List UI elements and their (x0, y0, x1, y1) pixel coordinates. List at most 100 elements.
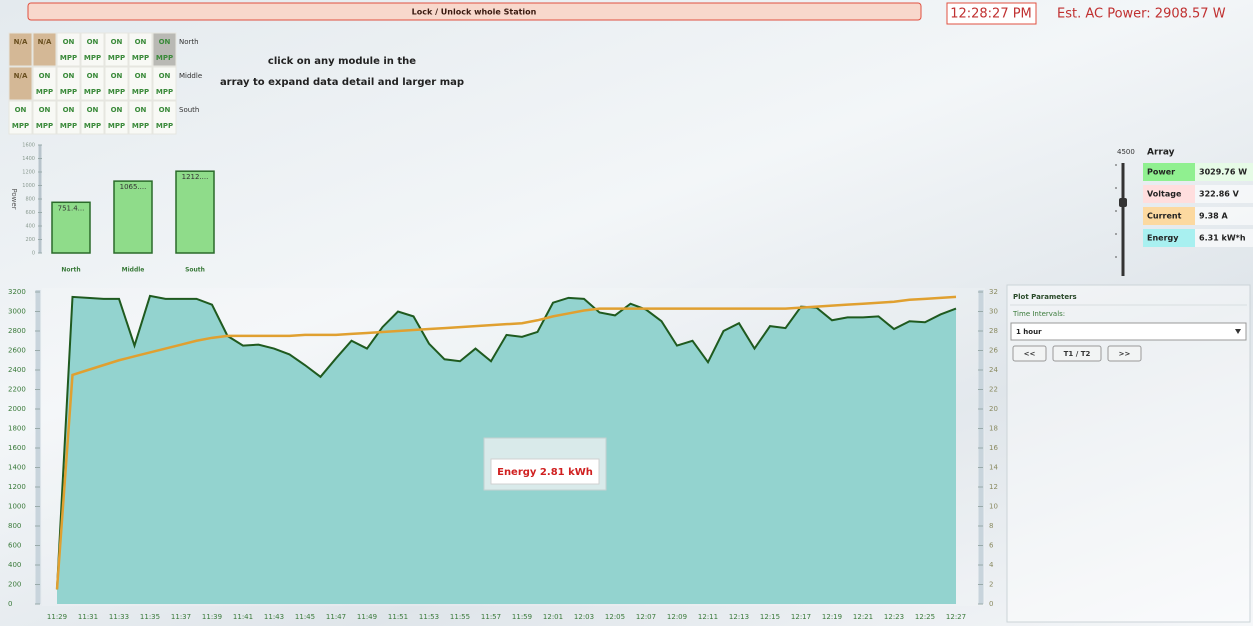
panel-title: Plot Parameters (1013, 293, 1077, 301)
y-tick-label: 400 (8, 561, 21, 569)
metric-label: Voltage (1147, 190, 1182, 199)
module-mode[interactable]: MPP (156, 122, 173, 130)
module-status[interactable]: ON (135, 106, 147, 114)
button-label[interactable]: << (1024, 350, 1036, 358)
y-tick-label: 1400 (22, 156, 35, 162)
metric-label: Current (1147, 212, 1182, 221)
y2-tick-label: 32 (989, 288, 998, 296)
x-tick-label: 11:33 (109, 613, 129, 621)
y2-tick-label: 20 (989, 405, 998, 413)
module-status[interactable]: ON (111, 72, 123, 80)
module-mode[interactable]: MPP (36, 122, 53, 130)
bar[interactable] (114, 181, 152, 253)
panel-title: Array (1147, 148, 1175, 158)
button-label[interactable]: T1 / T2 (1064, 350, 1091, 358)
module-status[interactable]: ON (15, 106, 27, 114)
metric-value: 9.38 A (1199, 212, 1229, 221)
y2-tick-label: 4 (989, 561, 994, 569)
module-mode[interactable]: MPP (108, 88, 125, 96)
bar-value-label: 751.4... (58, 204, 85, 212)
y-tick-label: 1400 (8, 464, 26, 472)
module-status[interactable]: N/A (14, 38, 28, 46)
slider-knob[interactable] (1119, 198, 1127, 207)
module-mode[interactable]: MPP (12, 122, 29, 130)
x-tick-label: 12:13 (729, 613, 749, 621)
x-tick-label: 11:59 (512, 613, 532, 621)
y-tick-label: 1200 (8, 483, 26, 491)
y-tick-label: 400 (25, 224, 35, 230)
module-status[interactable]: N/A (14, 72, 28, 80)
y2-tick-label: 24 (989, 366, 998, 374)
module-mode[interactable]: MPP (108, 122, 125, 130)
metric-value: 3029.76 W (1199, 168, 1247, 177)
x-tick-label: 11:43 (264, 613, 284, 621)
module-status[interactable]: ON (159, 106, 171, 114)
module-status[interactable]: N/A (38, 38, 52, 46)
x-tick-label: 11:55 (450, 613, 470, 621)
y2-tick-label: 8 (989, 522, 993, 530)
button-label[interactable]: >> (1119, 350, 1131, 358)
module-status[interactable]: ON (87, 106, 99, 114)
lock-button-label[interactable]: Lock / Unlock whole Station (412, 8, 537, 17)
module-status[interactable]: ON (159, 72, 171, 80)
module-status[interactable]: ON (39, 72, 51, 80)
module-status[interactable]: ON (135, 72, 147, 80)
module-mode[interactable]: MPP (60, 54, 77, 62)
x-tick-label: 12:01 (543, 613, 563, 621)
y-tick-label: 600 (8, 542, 21, 550)
y-tick-label: 1000 (8, 503, 26, 511)
module-mode[interactable]: MPP (132, 122, 149, 130)
bar[interactable] (176, 171, 214, 253)
y2-tick-label: 14 (989, 464, 998, 472)
metric-label: Power (1147, 168, 1175, 177)
x-tick-label: 11:41 (233, 613, 253, 621)
x-tick-label: 12:21 (853, 613, 873, 621)
y-tick-label: 600 (25, 210, 35, 216)
x-tick-label: 12:09 (667, 613, 687, 621)
module-status[interactable]: ON (63, 72, 75, 80)
module-mode[interactable]: MPP (156, 88, 173, 96)
module-mode[interactable]: MPP (36, 88, 53, 96)
x-tick-label: 11:37 (171, 613, 191, 621)
interval-value[interactable]: 1 hour (1016, 328, 1042, 336)
y2-tick-label: 30 (989, 308, 998, 316)
y2-tick-label: 0 (989, 600, 993, 608)
module-status[interactable]: ON (87, 38, 99, 46)
y2-tick-label: 6 (989, 542, 994, 550)
y2-tick-label: 2 (989, 581, 993, 589)
y2-tick-label: 18 (989, 425, 998, 433)
module-mode[interactable]: MPP (84, 88, 101, 96)
module-status[interactable]: ON (135, 38, 147, 46)
module-status[interactable]: ON (111, 106, 123, 114)
row-label: North (179, 38, 199, 46)
y-tick-label: 2600 (8, 347, 26, 355)
x-tick-label: 11:39 (202, 613, 222, 621)
x-tick-label: 11:53 (419, 613, 439, 621)
module-mode[interactable]: MPP (132, 54, 149, 62)
x-tick-label: North (61, 267, 80, 274)
slider-max: 4500 (1117, 148, 1135, 156)
instruction: click on any module in the (268, 56, 416, 67)
y2-tick-label: 22 (989, 386, 998, 394)
module-status[interactable]: ON (63, 38, 75, 46)
module-status[interactable]: ON (87, 72, 99, 80)
module-status[interactable]: ON (63, 106, 75, 114)
module-mode[interactable]: MPP (84, 122, 101, 130)
x-tick-label: 11:57 (481, 613, 501, 621)
module-mode[interactable]: MPP (156, 54, 173, 62)
module-mode[interactable]: MPP (84, 54, 101, 62)
y-tick-label: 0 (32, 251, 35, 257)
module-mode[interactable]: MPP (60, 88, 77, 96)
y-tick-label: 800 (8, 522, 21, 530)
y-tick-label: 2400 (8, 366, 26, 374)
module-status[interactable]: ON (159, 38, 171, 46)
metric-value: 322.86 V (1199, 190, 1240, 199)
module-status[interactable]: ON (39, 106, 51, 114)
module-status[interactable]: ON (111, 38, 123, 46)
x-tick-label: 11:51 (388, 613, 408, 621)
module-mode[interactable]: MPP (132, 88, 149, 96)
module-mode[interactable]: MPP (60, 122, 77, 130)
module-mode[interactable]: MPP (108, 54, 125, 62)
x-tick-label: 12:19 (822, 613, 842, 621)
interval-select[interactable] (1011, 323, 1246, 340)
